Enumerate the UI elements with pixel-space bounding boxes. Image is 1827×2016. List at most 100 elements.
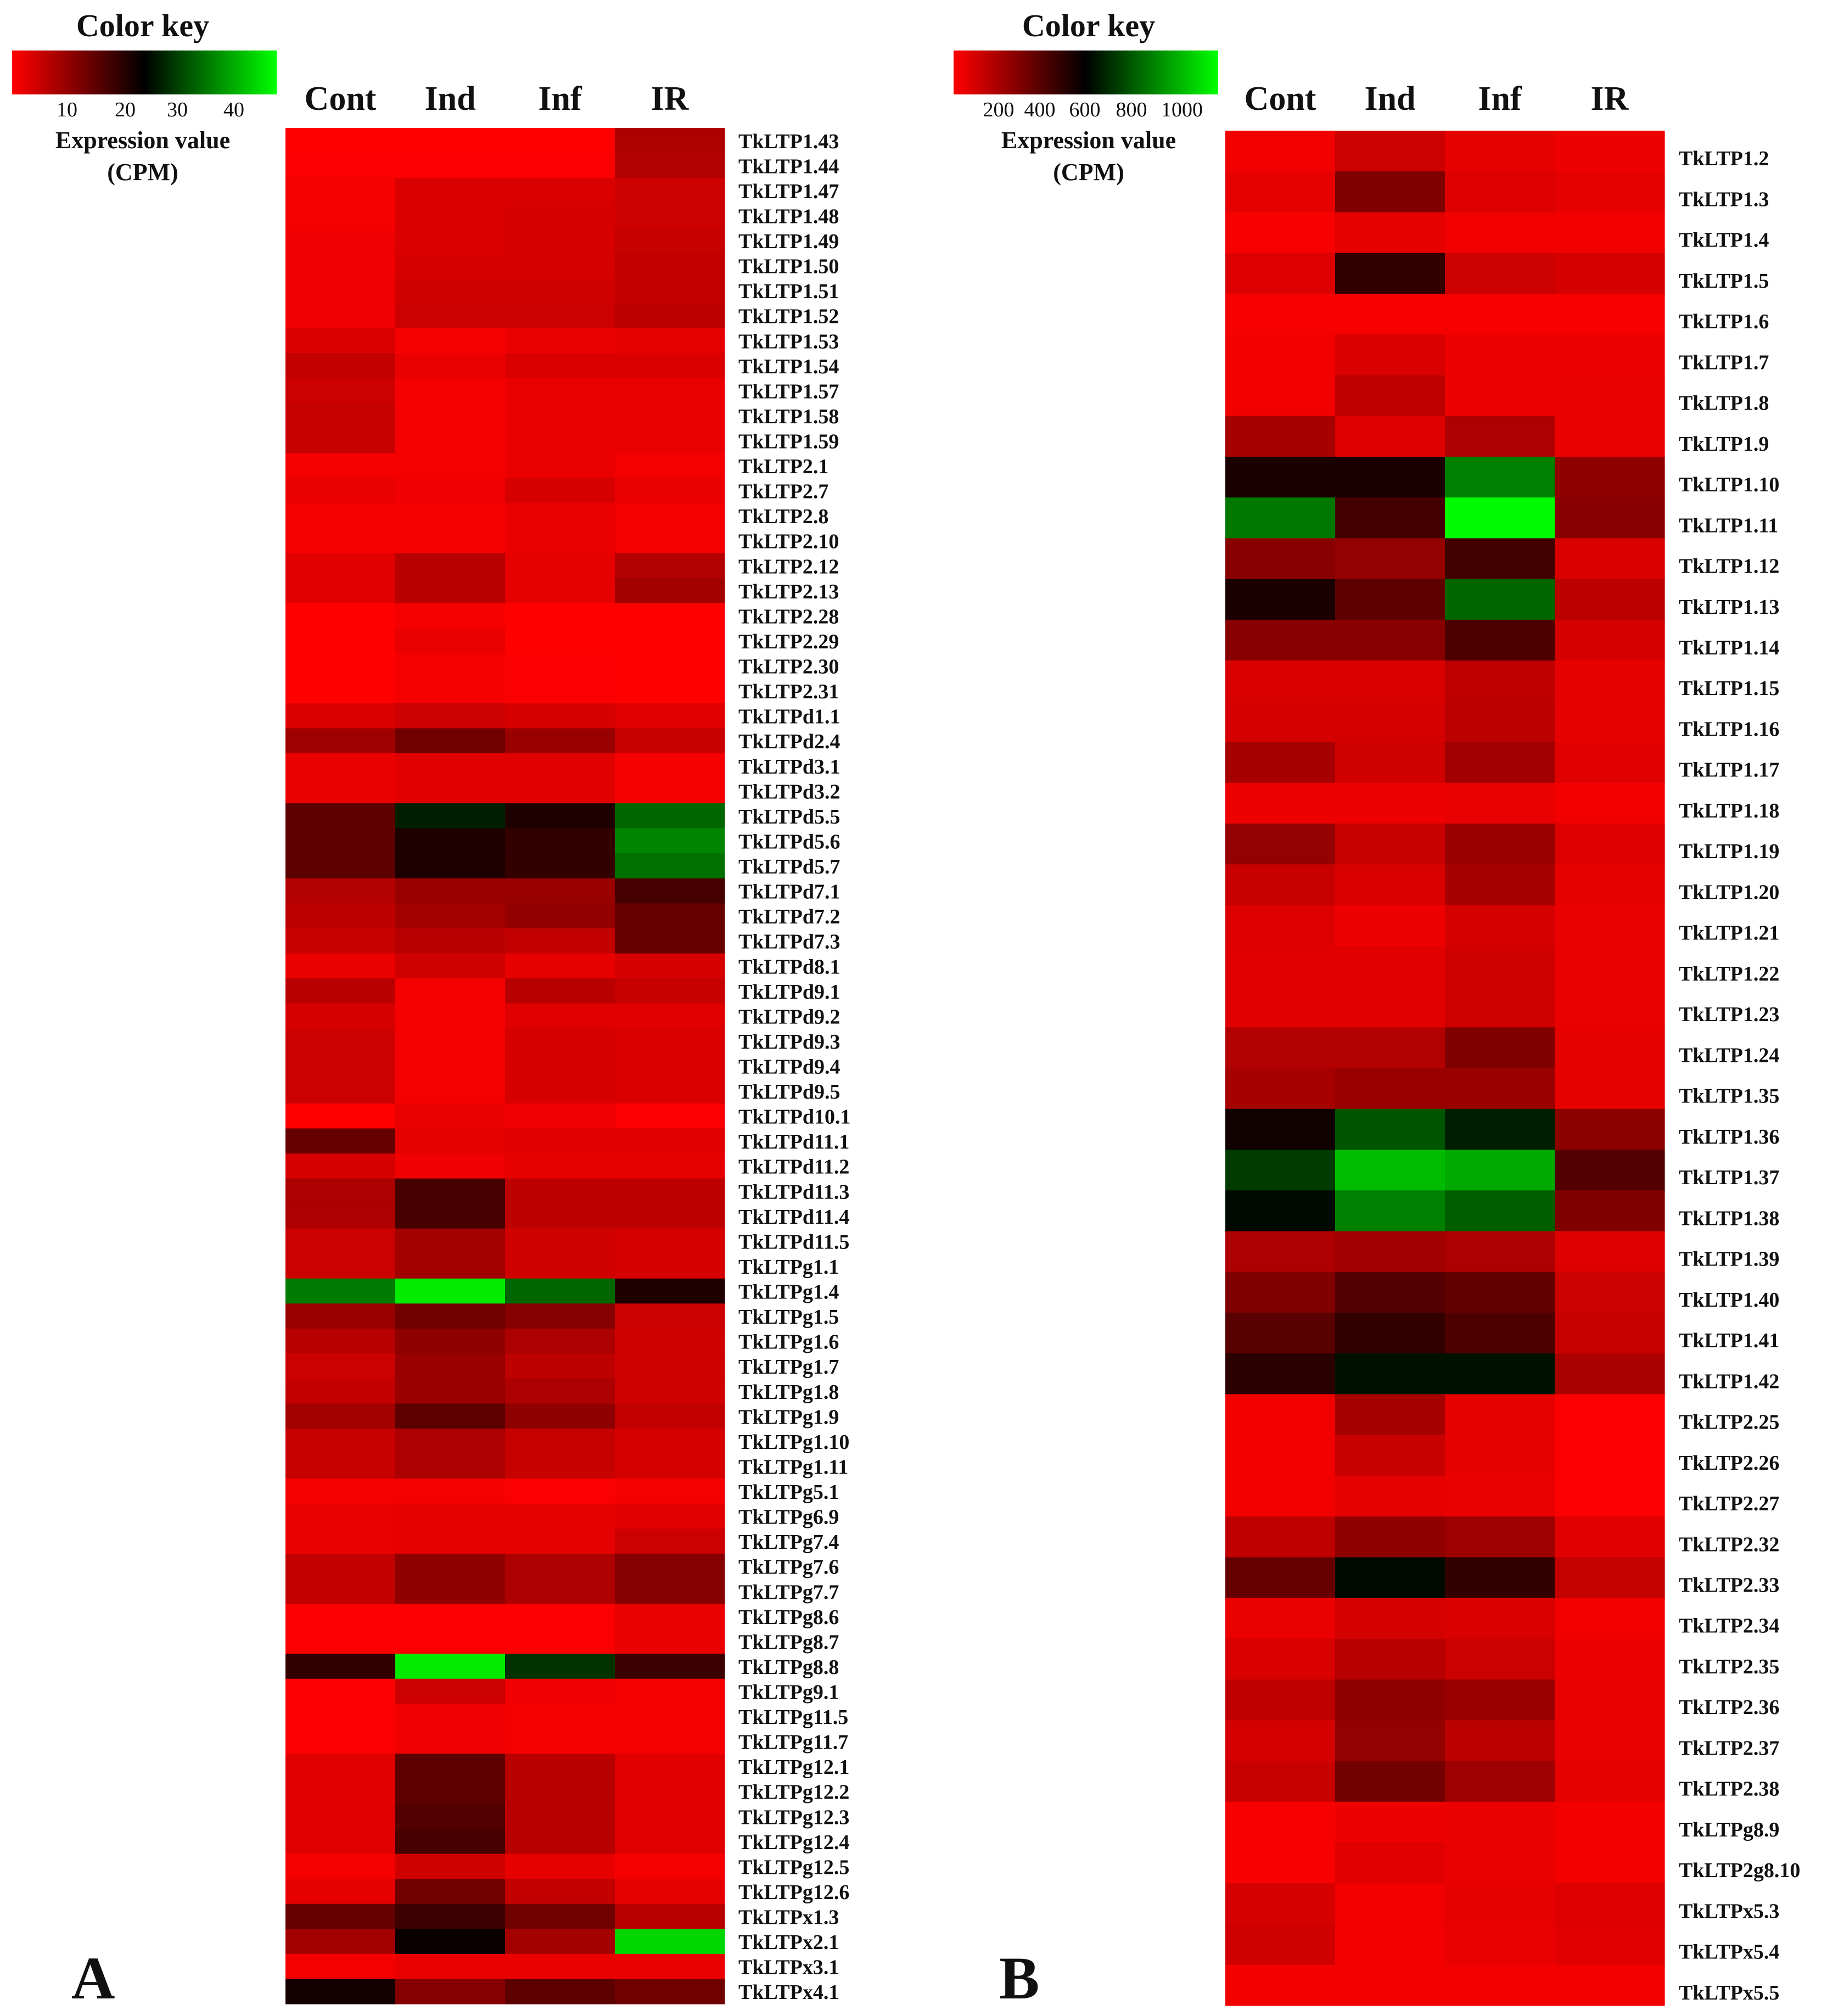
heatmap-cell xyxy=(1445,1516,1555,1558)
heatmap-cell xyxy=(285,703,396,729)
heatmap-cell xyxy=(1335,945,1445,987)
row-label: TkLTPg12.4 xyxy=(738,1831,849,1854)
row-label: TkLTP1.19 xyxy=(1679,840,1779,863)
heatmap-cell xyxy=(1335,1720,1445,1762)
heatmap-cell xyxy=(615,1903,725,1929)
heatmap-cell xyxy=(615,1203,725,1229)
heatmap-cell xyxy=(1555,538,1665,580)
column-label-a-inf: Inf xyxy=(538,80,582,117)
heatmap-cell xyxy=(1335,1312,1445,1354)
heatmap-cell xyxy=(285,878,396,904)
heatmap-cell xyxy=(1335,212,1445,254)
heatmap-cell xyxy=(1445,1964,1555,2006)
heatmap-cell xyxy=(395,878,506,904)
row-label: TkLTPx3.1 xyxy=(738,1956,839,1979)
row-label: TkLTPg8.8 xyxy=(738,1656,839,1679)
heatmap-cell xyxy=(285,1153,396,1179)
heatmap-cell xyxy=(615,978,725,1004)
color-key-tick-b: 800 xyxy=(1116,98,1147,121)
row-label: TkLTPg1.1 xyxy=(738,1256,839,1279)
heatmap-cell xyxy=(395,1303,506,1329)
heatmap-cell xyxy=(1445,1149,1555,1191)
heatmap-cell xyxy=(1445,1394,1555,1436)
heatmap-cell xyxy=(615,1429,725,1454)
row-label: TkLTPg7.4 xyxy=(738,1531,839,1554)
heatmap-cell xyxy=(285,428,396,453)
heatmap-cell xyxy=(285,1253,396,1279)
column-label-a-ind: Ind xyxy=(424,80,475,117)
heatmap-cell xyxy=(395,1879,506,1905)
heatmap-cell xyxy=(505,1429,615,1454)
heatmap-cell xyxy=(1335,1598,1445,1639)
heatmap-cell xyxy=(1555,1924,1665,1965)
heatmap-cell xyxy=(1445,1353,1555,1395)
row-label: TkLTP1.5 xyxy=(1679,270,1769,293)
heatmap-cell xyxy=(505,903,615,929)
heatmap-cell xyxy=(505,1479,615,1504)
row-label: TkLTP1.48 xyxy=(738,205,839,228)
heatmap-cell xyxy=(615,1704,725,1729)
heatmap-cell xyxy=(1555,1068,1665,1110)
heatmap-cell xyxy=(1555,1108,1665,1150)
heatmap-cell xyxy=(615,1303,725,1329)
heatmap-cell xyxy=(1335,1924,1445,1965)
heatmap-cell xyxy=(615,428,725,453)
row-label: TkLTP1.21 xyxy=(1679,922,1779,945)
heatmap-cell xyxy=(505,228,615,254)
heatmap-cell xyxy=(395,978,506,1004)
heatmap-cell xyxy=(1335,1231,1445,1273)
heatmap-cell xyxy=(1335,1272,1445,1313)
heatmap-cell xyxy=(505,1778,615,1805)
heatmap-cell xyxy=(395,128,506,154)
heatmap-cell xyxy=(505,1503,615,1529)
heatmap-cell xyxy=(505,1628,615,1654)
row-label: TkLTP1.24 xyxy=(1679,1044,1779,1067)
heatmap-cell xyxy=(1555,579,1665,620)
heatmap-cell xyxy=(285,1528,396,1554)
row-label: TkLTP1.11 xyxy=(1679,514,1778,537)
row-label: TkLTPd5.5 xyxy=(738,805,840,828)
heatmap-cell xyxy=(395,1979,506,2004)
heatmap-cell xyxy=(285,1853,396,1879)
heatmap-cell xyxy=(615,1053,725,1079)
row-label: TkLTPg12.5 xyxy=(738,1856,849,1879)
heatmap-cell xyxy=(395,553,506,579)
heatmap-cell xyxy=(615,1879,725,1905)
row-label: TkLTP1.39 xyxy=(1679,1248,1779,1271)
color-key-tick-b: 600 xyxy=(1069,98,1101,121)
row-label: TkLTPd10.1 xyxy=(738,1106,851,1129)
heatmap-cell xyxy=(1225,987,1336,1028)
heatmap-cell xyxy=(505,203,615,228)
heatmap-cell xyxy=(285,1178,396,1204)
heatmap-cell xyxy=(1335,334,1445,376)
heatmap-cell xyxy=(1555,497,1665,539)
heatmap-cell xyxy=(1225,864,1336,906)
heatmap-cell xyxy=(615,228,725,254)
heatmap-cell xyxy=(1555,660,1665,702)
heatmap-cell xyxy=(285,328,396,354)
heatmap-cell xyxy=(395,1028,506,1054)
heatmap-cell xyxy=(1335,1883,1445,1925)
heatmap-cell xyxy=(395,1203,506,1229)
row-label: TkLTP1.41 xyxy=(1679,1329,1779,1352)
heatmap-cell xyxy=(285,1628,396,1654)
row-label: TkLTP2.31 xyxy=(738,680,839,703)
row-label: TkLTP2.10 xyxy=(738,530,839,553)
row-label: TkLTP1.20 xyxy=(1679,881,1779,904)
heatmap-cell xyxy=(615,1403,725,1429)
heatmap-cell xyxy=(285,1479,396,1504)
heatmap-cell xyxy=(285,503,396,529)
heatmap-cell xyxy=(285,278,396,304)
heatmap-cell xyxy=(285,1804,396,1829)
heatmap-cell xyxy=(395,1228,506,1254)
row-label: TkLTP2.8 xyxy=(738,505,828,528)
heatmap-cell xyxy=(505,1829,615,1855)
heatmap-cell xyxy=(285,353,396,379)
heatmap-cell xyxy=(285,1578,396,1604)
heatmap-cell xyxy=(285,1278,396,1304)
heatmap-cell xyxy=(1225,1720,1336,1762)
heatmap-cell xyxy=(615,678,725,704)
heatmap-cell xyxy=(1335,293,1445,335)
heatmap-cell xyxy=(505,953,615,979)
heatmap-cell xyxy=(615,703,725,729)
